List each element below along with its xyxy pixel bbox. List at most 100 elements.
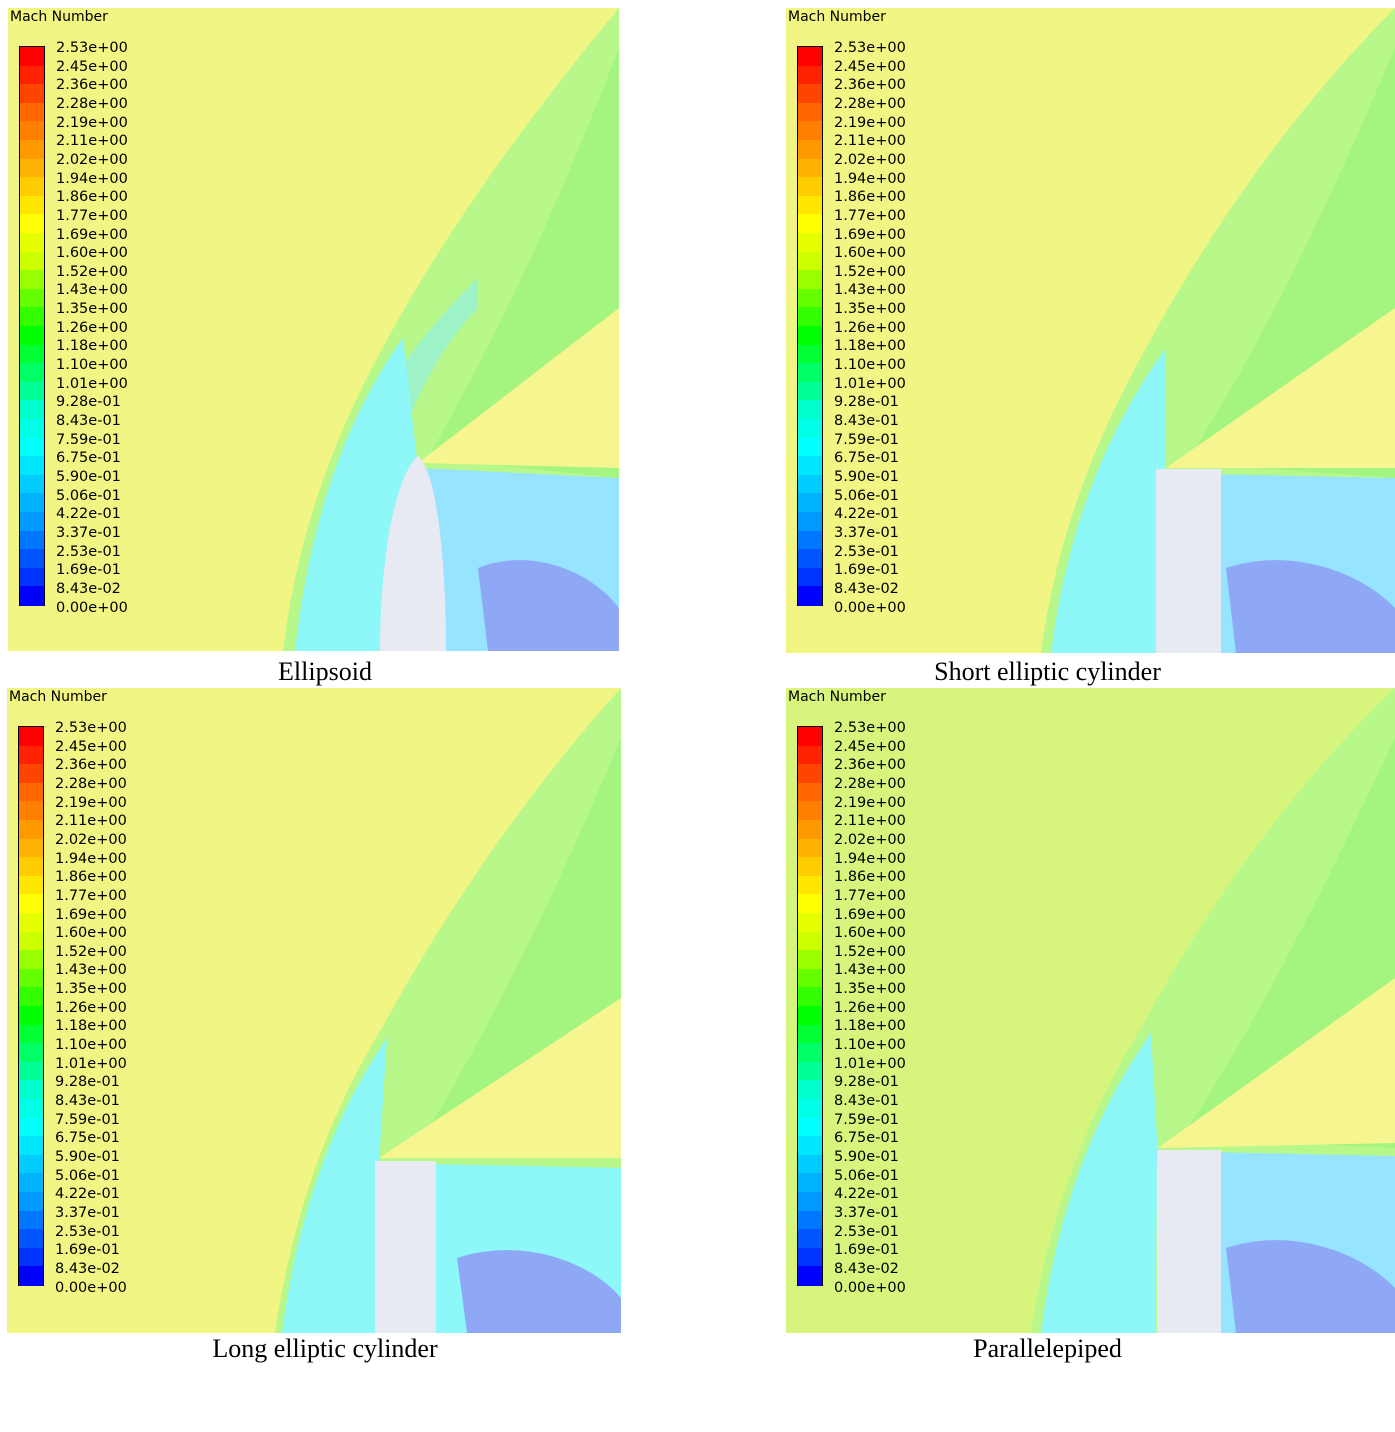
- colorbar-swatch: [20, 326, 44, 346]
- colorbar-tick-label: 2.19e+00: [834, 794, 906, 811]
- mach-contour-field: [786, 688, 1395, 1333]
- colorbar-swatch: [798, 84, 822, 104]
- colorbar-swatch: [20, 233, 44, 253]
- colorbar-swatch: [798, 1229, 822, 1249]
- colorbar-swatch: [798, 567, 822, 587]
- colorbar-swatch: [798, 745, 822, 765]
- expansion-fan: [1158, 978, 1395, 1148]
- colorbar-swatch: [798, 474, 822, 494]
- colorbar-tick-label: 2.11e+00: [834, 133, 906, 150]
- caption-ellipsoid: Ellipsoid: [278, 657, 372, 686]
- wake-core: [1226, 560, 1395, 653]
- caption-parallelepiped: Parallelepiped: [973, 1334, 1122, 1363]
- caption-long-elliptic-cylinder: Long elliptic cylinder: [212, 1334, 438, 1363]
- colorbar-swatch: [798, 1136, 822, 1156]
- colorbar-tick-label: 1.35e+00: [834, 301, 906, 318]
- colorbar-tick-label: 1.01e+00: [56, 375, 128, 392]
- colorbar-swatch: [19, 1266, 43, 1286]
- colorbar-swatch: [19, 968, 43, 988]
- colorbar-tick-label: 1.94e+00: [834, 850, 906, 867]
- colorbar-swatch: [19, 1173, 43, 1193]
- expansion-fan: [418, 308, 619, 468]
- colorbar-swatch: [19, 782, 43, 802]
- colorbar-swatch: [19, 1136, 43, 1156]
- colorbar-tick-label: 1.94e+00: [56, 170, 128, 187]
- colorbar-tick-label: 6.75e-01: [56, 450, 121, 467]
- colorbar-tick-label: 1.43e+00: [834, 962, 906, 979]
- colorbar-tick-label: 1.10e+00: [834, 357, 906, 374]
- wake-core: [478, 560, 619, 651]
- colorbar-swatch: [20, 474, 44, 494]
- mach-contour-field: [7, 688, 621, 1333]
- colorbar-tick-label: 2.53e+00: [56, 40, 128, 56]
- colorbar-swatch: [20, 84, 44, 104]
- colorbar-swatch: [20, 363, 44, 383]
- colorbar-swatch: [20, 47, 44, 67]
- colorbar-tick-label: 1.18e+00: [56, 338, 128, 355]
- colorbar-swatch: [798, 1006, 822, 1026]
- colorbar-tick-label: 9.28e-01: [834, 394, 899, 411]
- colorbar: [797, 726, 823, 1286]
- colorbar-tick-label: 8.43e-01: [834, 1093, 899, 1109]
- colorbar-swatch: [798, 801, 822, 821]
- colorbar-swatch: [20, 437, 44, 457]
- colorbar-swatch: [798, 195, 822, 215]
- colorbar-tick-label: 5.90e-01: [834, 468, 899, 485]
- colorbar-swatch: [20, 400, 44, 420]
- wake-core: [457, 1250, 621, 1333]
- colorbar-swatch: [20, 158, 44, 178]
- colorbar-tick-label: 1.94e+00: [834, 170, 906, 187]
- colorbar-tick-label: 1.77e+00: [55, 887, 127, 904]
- colorbar-tick-label: 1.10e+00: [834, 1037, 906, 1054]
- colorbar-swatch: [19, 801, 43, 821]
- colorbar-tick-label: 1.77e+00: [56, 207, 128, 224]
- subsonic-shock-layer: [1051, 348, 1166, 653]
- colorbar-tick-label: 6.75e-01: [834, 1130, 899, 1147]
- colorbar-tick-label: 5.06e-01: [56, 487, 121, 504]
- colorbar-tick-label: 1.86e+00: [55, 869, 127, 886]
- colorbar-swatch: [19, 1024, 43, 1044]
- subsonic-shock-layer: [1041, 1033, 1158, 1333]
- wake-core: [1226, 1240, 1395, 1333]
- colorbar-swatch: [20, 214, 44, 234]
- colorbar-swatch: [19, 820, 43, 840]
- colorbar-swatch: [20, 65, 44, 85]
- colorbar-swatch: [798, 288, 822, 308]
- expansion-fan: [1166, 308, 1395, 468]
- colorbar-tick-label: 5.90e-01: [56, 468, 121, 485]
- colorbar-tick-label: 8.43e-02: [834, 1260, 899, 1277]
- colorbar-tick-label: 2.36e+00: [834, 757, 906, 774]
- colorbar-swatch: [20, 512, 44, 532]
- colorbar-tick-label: 2.02e+00: [56, 151, 128, 168]
- colorbar-tick-label: 1.26e+00: [834, 999, 906, 1016]
- colorbar-tick-label: 0.00e+00: [834, 1279, 906, 1296]
- colorbar-swatch: [19, 1154, 43, 1174]
- colorbar-swatch: [798, 344, 822, 364]
- colorbar-swatch: [798, 419, 822, 439]
- colorbar-swatch: [798, 727, 822, 747]
- colorbar-tick-label: 2.53e-01: [834, 1223, 899, 1240]
- colorbar-tick-label: 8.43e-01: [56, 413, 121, 429]
- colorbar-tick-label: 2.53e-01: [56, 543, 121, 560]
- colorbar-tick-label: 2.36e+00: [834, 77, 906, 94]
- colorbar-swatch: [20, 530, 44, 550]
- contour-plot-long-elliptic-cylinder: Mach Number 2.53e+00 2.45e+00 2.36e+00 2.28…: [7, 688, 621, 1333]
- colorbar-tick-label: 1.94e+00: [55, 850, 127, 867]
- colorbar-tick-label: 3.37e-01: [834, 524, 899, 541]
- colorbar-tick-label: 8.43e-02: [56, 580, 121, 597]
- colorbar-tick-label: 0.00e+00: [834, 599, 906, 616]
- colorbar-tick-label: 2.53e+00: [834, 40, 906, 56]
- colorbar-swatch: [798, 1024, 822, 1044]
- colorbar-tick-label: 1.10e+00: [56, 357, 128, 374]
- colorbar-tick-label: 5.06e-01: [55, 1167, 120, 1184]
- colorbar-tick-label: 2.11e+00: [55, 813, 127, 830]
- colorbar-swatch: [19, 727, 43, 747]
- colorbar-tick-label: 1.77e+00: [834, 207, 906, 224]
- colorbar-swatch: [19, 1080, 43, 1100]
- colorbar-swatch: [798, 1154, 822, 1174]
- body-parallelepiped: [1157, 1150, 1221, 1333]
- colorbar-tick-label: 1.10e+00: [55, 1037, 127, 1054]
- colorbar-tick-label: 1.52e+00: [55, 943, 127, 960]
- colorbar-swatch: [798, 549, 822, 569]
- colorbar-swatch: [798, 381, 822, 401]
